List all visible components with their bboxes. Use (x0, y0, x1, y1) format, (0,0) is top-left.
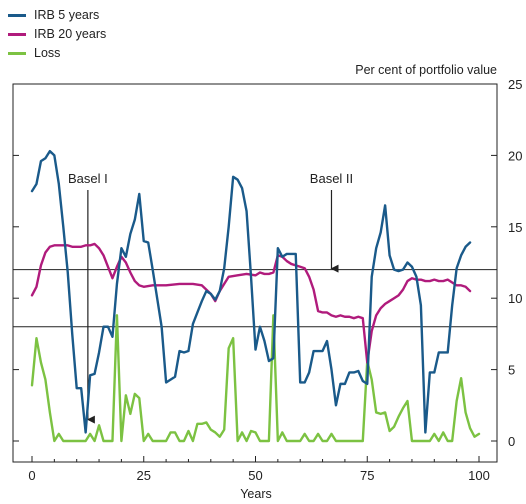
y-tick-label-0: 0 (508, 434, 515, 449)
y-tick-label-15: 15 (508, 220, 522, 235)
legend-item-irb-5-years: IRB 5 years (8, 6, 106, 25)
legend-item-loss: Loss (8, 44, 106, 63)
legend-label-irb-20-years: IRB 20 years (34, 27, 107, 41)
x-tick-label-0: 0 (28, 468, 35, 483)
y-tick-label-25: 25 (508, 77, 522, 92)
y-tick-label-20: 20 (508, 148, 522, 163)
series-line-irb-5-years (30, 149, 472, 434)
y-axis-title: Per cent of portfolio value (355, 63, 497, 77)
x-tick-label-100: 100 (468, 468, 490, 483)
legend-swatch-irb-5-years (8, 14, 26, 17)
x-tick-label-50: 50 (248, 468, 262, 483)
y-tick-label-5: 5 (508, 363, 515, 378)
reference-label-basel-i: Basel I (68, 171, 108, 186)
x-axis-title: Years (240, 487, 272, 501)
x-tick-label-25: 25 (137, 468, 151, 483)
legend-label-loss: Loss (34, 46, 61, 60)
legend-swatch-loss (8, 52, 26, 55)
chart-legend: IRB 5 years IRB 20 years Loss (8, 6, 106, 63)
series-line-loss (30, 314, 481, 443)
reference-label-basel-ii: Basel II (310, 171, 353, 186)
legend-swatch-irb-20-years (8, 33, 26, 36)
legend-item-irb-20-years: IRB 20 years (8, 25, 106, 44)
y-tick-label-10: 10 (508, 291, 522, 306)
legend-label-irb-5-years: IRB 5 years (34, 8, 100, 22)
x-tick-label-75: 75 (360, 468, 374, 483)
